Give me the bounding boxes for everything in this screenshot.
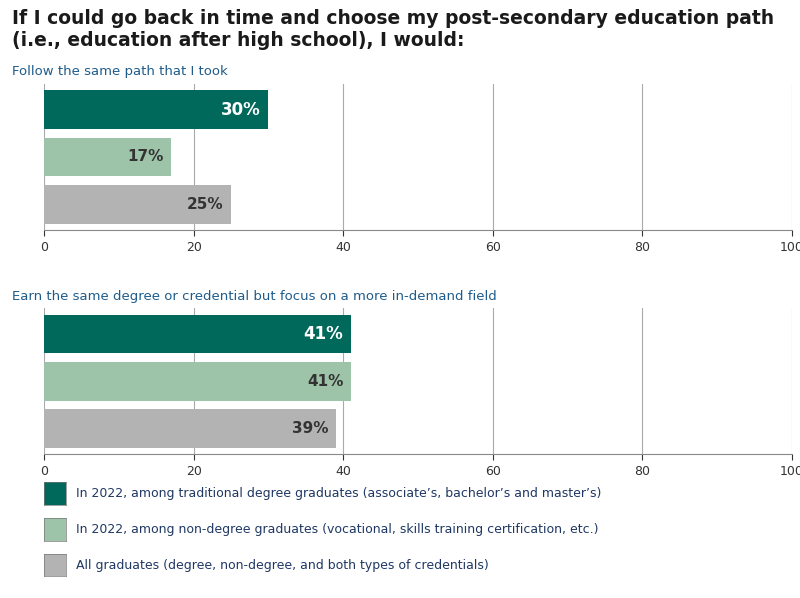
Bar bbox=[44, 138, 171, 176]
Text: Follow the same path that I took: Follow the same path that I took bbox=[12, 65, 228, 78]
Bar bbox=[44, 90, 269, 129]
Text: 39%: 39% bbox=[292, 421, 328, 436]
Text: Earn the same degree or credential but focus on a more in-demand field: Earn the same degree or credential but f… bbox=[12, 289, 497, 303]
Text: 25%: 25% bbox=[187, 197, 223, 212]
Text: In 2022, among non-degree graduates (vocational, skills training certification, : In 2022, among non-degree graduates (voc… bbox=[76, 523, 598, 536]
Bar bbox=[44, 185, 231, 224]
Text: 41%: 41% bbox=[303, 325, 343, 343]
Text: In 2022, among traditional degree graduates (associate’s, bachelor’s and master’: In 2022, among traditional degree gradua… bbox=[76, 487, 602, 500]
Text: (i.e., education after high school), I would:: (i.e., education after high school), I w… bbox=[12, 31, 465, 50]
Text: 30%: 30% bbox=[221, 100, 261, 119]
Bar bbox=[44, 409, 336, 448]
Text: 41%: 41% bbox=[307, 374, 343, 389]
Text: All graduates (degree, non-degree, and both types of credentials): All graduates (degree, non-degree, and b… bbox=[76, 559, 489, 572]
Bar bbox=[44, 362, 350, 401]
Text: 17%: 17% bbox=[127, 150, 164, 164]
Text: If I could go back in time and choose my post-secondary education path: If I could go back in time and choose my… bbox=[12, 9, 774, 28]
Bar bbox=[44, 315, 350, 353]
